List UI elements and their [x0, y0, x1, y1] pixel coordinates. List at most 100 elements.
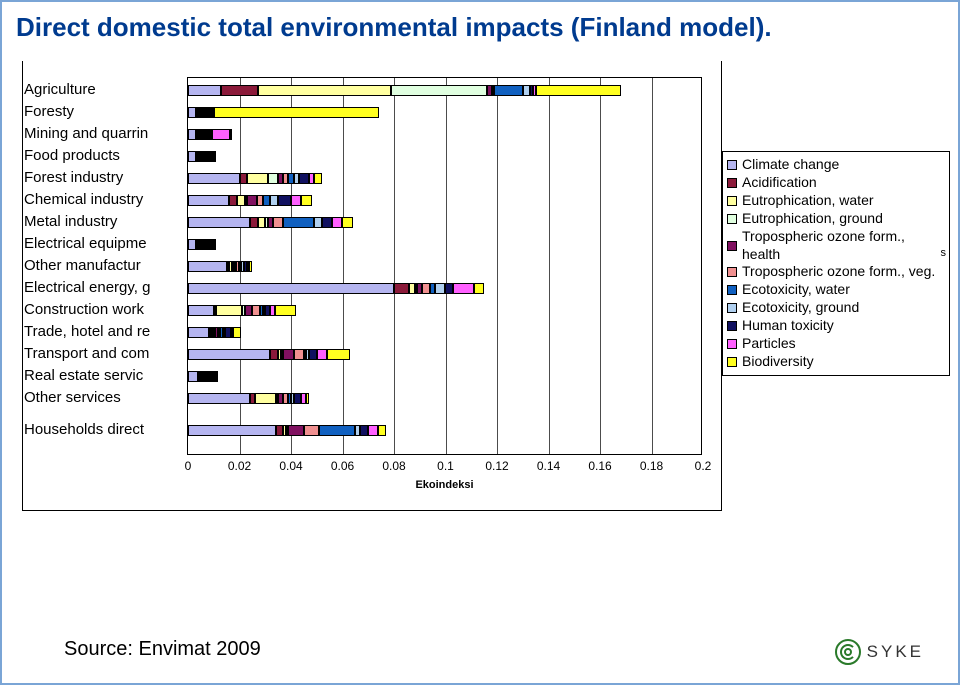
bar-segment: [188, 393, 250, 404]
bar-segment: [394, 283, 409, 294]
legend-item: Acidification: [727, 174, 945, 192]
bar-segment: [214, 107, 379, 118]
bar-segment: [314, 217, 322, 228]
bar-row: [188, 151, 216, 162]
bar-segment: [255, 393, 276, 404]
bar-segment: [435, 283, 445, 294]
bar-row: [188, 85, 621, 96]
gridline: [497, 77, 498, 455]
bar-segment: [188, 173, 240, 184]
legend-item: Eutrophication, ground: [727, 210, 945, 228]
bar-segment: [188, 327, 209, 338]
bar-segment: [314, 173, 322, 184]
gridline: [652, 77, 653, 455]
bar-segment: [523, 85, 531, 96]
legend-swatch-icon: [727, 196, 737, 206]
bar-row: [188, 195, 312, 206]
bar-segment: [309, 349, 317, 360]
legend-label: Acidification: [742, 174, 817, 192]
bar-segment: [188, 239, 196, 250]
category-label: Food products: [24, 147, 186, 164]
bar-segment: [252, 305, 260, 316]
category-label: Chemical industry: [24, 191, 186, 208]
category-label: Electrical energy, g: [24, 279, 186, 296]
legend-label: Eutrophication, water: [742, 192, 874, 210]
bar-segment: [188, 85, 221, 96]
bar-segment: [322, 217, 332, 228]
bar-row: [188, 261, 252, 272]
category-label: Forest industry: [24, 169, 186, 186]
category-label: Electrical equipme: [24, 235, 186, 252]
bar-segment: [270, 349, 278, 360]
bar-row: [188, 217, 353, 228]
category-label: Other manufactur: [24, 257, 186, 274]
bar-segment: [360, 425, 368, 436]
bar-segment: [276, 425, 284, 436]
bar-segment: [188, 371, 198, 382]
bar-segment: [247, 195, 257, 206]
legend-item: Eutrophication, water: [727, 192, 945, 210]
bar-segment: [258, 85, 392, 96]
bar-segment: [188, 349, 270, 360]
bar-segment: [216, 305, 242, 316]
bar-segment: [268, 173, 278, 184]
bar-segment: [188, 151, 196, 162]
bar-segment: [273, 217, 283, 228]
bar-segment: [342, 217, 352, 228]
legend-item: Biodiversity: [727, 353, 945, 371]
bar-segment: [237, 195, 245, 206]
bar-row: [188, 425, 386, 436]
bar-segment: [240, 173, 248, 184]
bar-segment: [299, 173, 309, 184]
bar-segment: [263, 195, 271, 206]
bar-segment: [245, 305, 253, 316]
bar-segment: [494, 85, 522, 96]
x-tick-label: 0.04: [279, 459, 302, 473]
x-axis-label: Ekoindeksi: [187, 479, 702, 491]
bar-segment: [288, 425, 303, 436]
bar-segment: [214, 151, 216, 162]
bar-segment: [291, 195, 301, 206]
bar-segment: [278, 195, 291, 206]
legend-item: Human toxicity: [727, 317, 945, 335]
gridline: [446, 77, 447, 455]
legend-label: Tropospheric ozone form., veg.: [742, 263, 935, 281]
legend-item: Tropospheric ozone form., health: [727, 228, 945, 264]
legend-swatch-icon: [727, 357, 737, 367]
legend-item: Tropospheric ozone form., veg.: [727, 263, 945, 281]
bar-segment: [247, 173, 268, 184]
bar-segment: [188, 305, 214, 316]
bar-row: [188, 283, 484, 294]
category-label: Transport and com: [24, 345, 186, 362]
bar-segment: [188, 129, 196, 140]
bar-segment: [301, 195, 311, 206]
legend-swatch-icon: [727, 267, 737, 277]
legend-item: Ecotoxicity, water: [727, 281, 945, 299]
bar-segment: [249, 261, 252, 272]
syke-logo: SYKE: [835, 639, 924, 665]
legend-label: Ecotoxicity, water: [742, 281, 850, 299]
bar-segment: [230, 129, 233, 140]
bar-row: [188, 129, 232, 140]
bar-segment: [233, 327, 241, 338]
bar-segment: [368, 425, 378, 436]
legend-swatch-icon: [727, 214, 737, 224]
legend-label: Eutrophication, ground: [742, 210, 883, 228]
bar-segment: [283, 349, 293, 360]
category-label: Agriculture: [24, 81, 186, 98]
category-label: Metal industry: [24, 213, 186, 230]
category-label: Other services: [24, 389, 186, 406]
category-label: Households direct: [24, 421, 186, 438]
legend-label: Human toxicity: [742, 317, 834, 335]
bar-row: [188, 349, 350, 360]
chart-container: Ekoindeksi 00.020.040.060.080.10.120.140…: [22, 61, 938, 561]
legend-swatch-icon: [727, 303, 737, 313]
legend-swatch-icon: [727, 321, 737, 331]
legend-item: Ecotoxicity, ground: [727, 299, 945, 317]
bar-segment: [270, 195, 278, 206]
bar-row: [188, 305, 296, 316]
bar-segment: [250, 217, 258, 228]
gridline: [549, 77, 550, 455]
category-label: Mining and quarrin: [24, 125, 186, 142]
source-text: Source: Envimat 2009: [64, 638, 261, 661]
